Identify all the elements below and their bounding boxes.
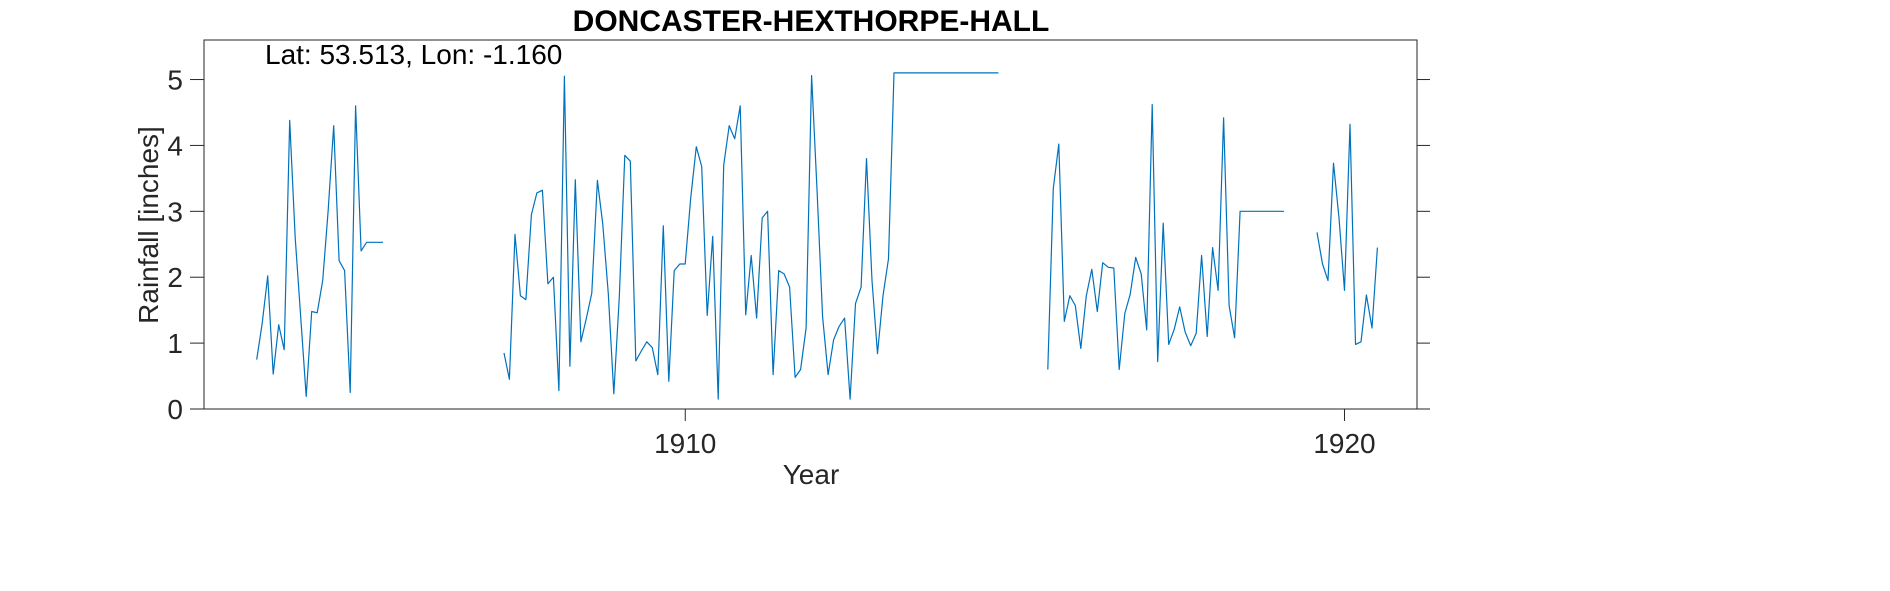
series-line-segment [1047, 103, 1284, 371]
y-tick-label: 4 [167, 130, 183, 161]
y-tick-label: 2 [167, 262, 183, 293]
x-tick-label: 1910 [654, 428, 716, 459]
series-line-segment [503, 72, 999, 400]
series-line-segment [1316, 123, 1378, 345]
y-tick-label: 1 [167, 328, 183, 359]
plot-area [203, 39, 1418, 410]
x-axis: 1910 1920 [654, 409, 1376, 459]
series-line-segment [256, 105, 384, 398]
y-axis: 0 1 2 3 4 5 [167, 65, 1430, 425]
location-annotation: Lat: 53.513, Lon: -1.160 [265, 39, 562, 70]
y-tick-label: 3 [167, 196, 183, 227]
x-axis-label: Year [783, 459, 840, 490]
y-axis-label: Rainfall [inches] [133, 126, 164, 324]
y-tick-label: 5 [167, 65, 183, 96]
x-tick-label: 1920 [1313, 428, 1375, 459]
y-tick-label: 0 [167, 394, 183, 425]
rainfall-series [256, 72, 1378, 400]
chart-title: DONCASTER-HEXTHORPE-HALL [573, 5, 1050, 38]
